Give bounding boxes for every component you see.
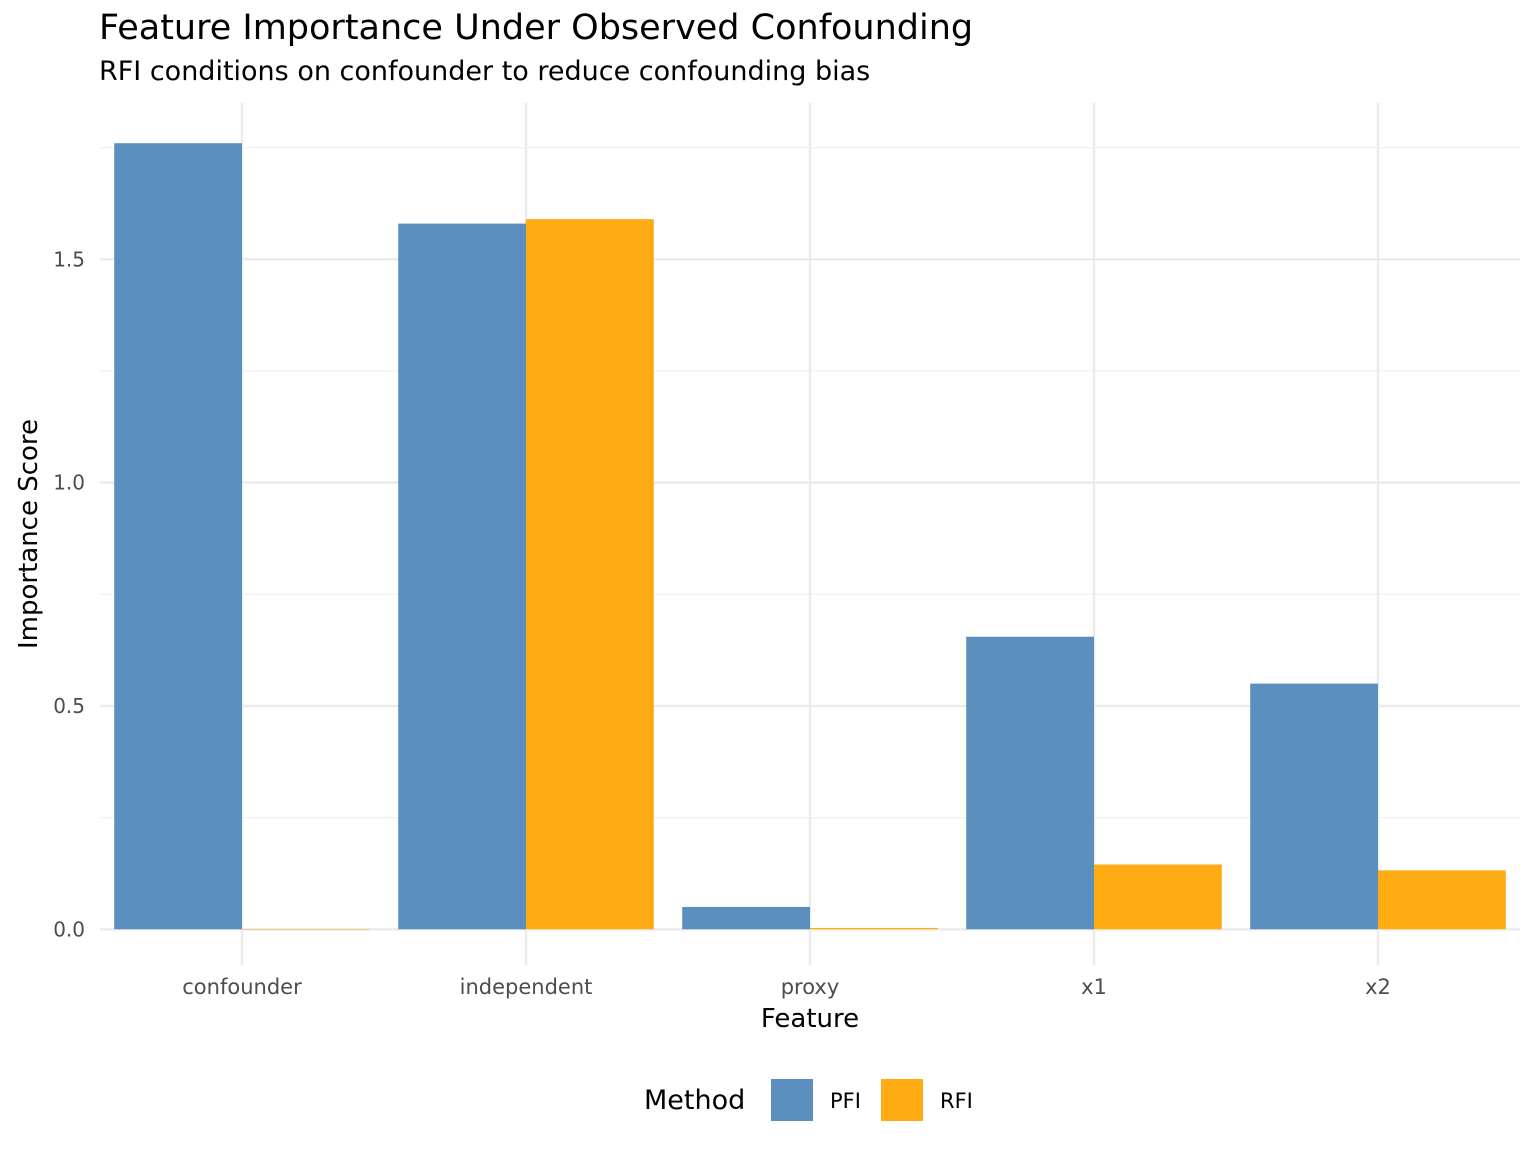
- bars: [114, 143, 1506, 930]
- x-tick-label: x1: [1081, 975, 1107, 999]
- x-axis-title: Feature: [761, 1004, 859, 1034]
- chart-title: Feature Importance Under Observed Confou…: [99, 8, 974, 48]
- legend-label-rfi: RFI: [940, 1089, 973, 1113]
- x-tick-label: proxy: [781, 975, 840, 999]
- bar-pfi-x1: [966, 636, 1094, 930]
- chart-subtitle: RFI conditions on confounder to reduce c…: [99, 56, 871, 87]
- bar-rfi-x2: [1378, 870, 1506, 930]
- bar-pfi-x2: [1250, 683, 1378, 930]
- legend-title: Method: [644, 1085, 745, 1116]
- bar-pfi-proxy: [682, 906, 810, 930]
- y-tick-label: 0.5: [53, 694, 85, 718]
- y-tick-label: 0.0: [53, 917, 85, 941]
- legend-key-rfi: [881, 1079, 923, 1121]
- x-tick-label: confounder: [182, 975, 302, 999]
- bar-pfi-confounder: [114, 143, 242, 930]
- legend: Method PFI RFI: [644, 1079, 973, 1121]
- x-axis-ticks: confounder independent proxy x1 x2: [182, 975, 1391, 999]
- y-tick-label: 1.5: [53, 247, 85, 271]
- bar-rfi-independent: [526, 219, 654, 930]
- bar-rfi-confounder: [242, 929, 370, 930]
- bar-rfi-x1: [1094, 864, 1222, 930]
- bar-pfi-independent: [398, 223, 526, 930]
- y-axis-ticks: 0.0 0.5 1.0 1.5: [53, 247, 85, 941]
- y-axis-title: Importance Score: [14, 419, 44, 649]
- legend-label-pfi: PFI: [830, 1089, 861, 1113]
- x-tick-label: x2: [1365, 975, 1391, 999]
- bar-rfi-proxy: [810, 927, 938, 930]
- legend-key-pfi: [771, 1079, 813, 1121]
- y-tick-label: 1.0: [53, 471, 85, 495]
- x-tick-label: independent: [460, 975, 593, 999]
